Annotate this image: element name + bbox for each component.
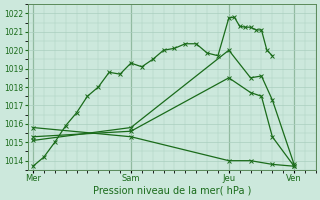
X-axis label: Pression niveau de la mer( hPa ): Pression niveau de la mer( hPa ) — [92, 186, 251, 196]
